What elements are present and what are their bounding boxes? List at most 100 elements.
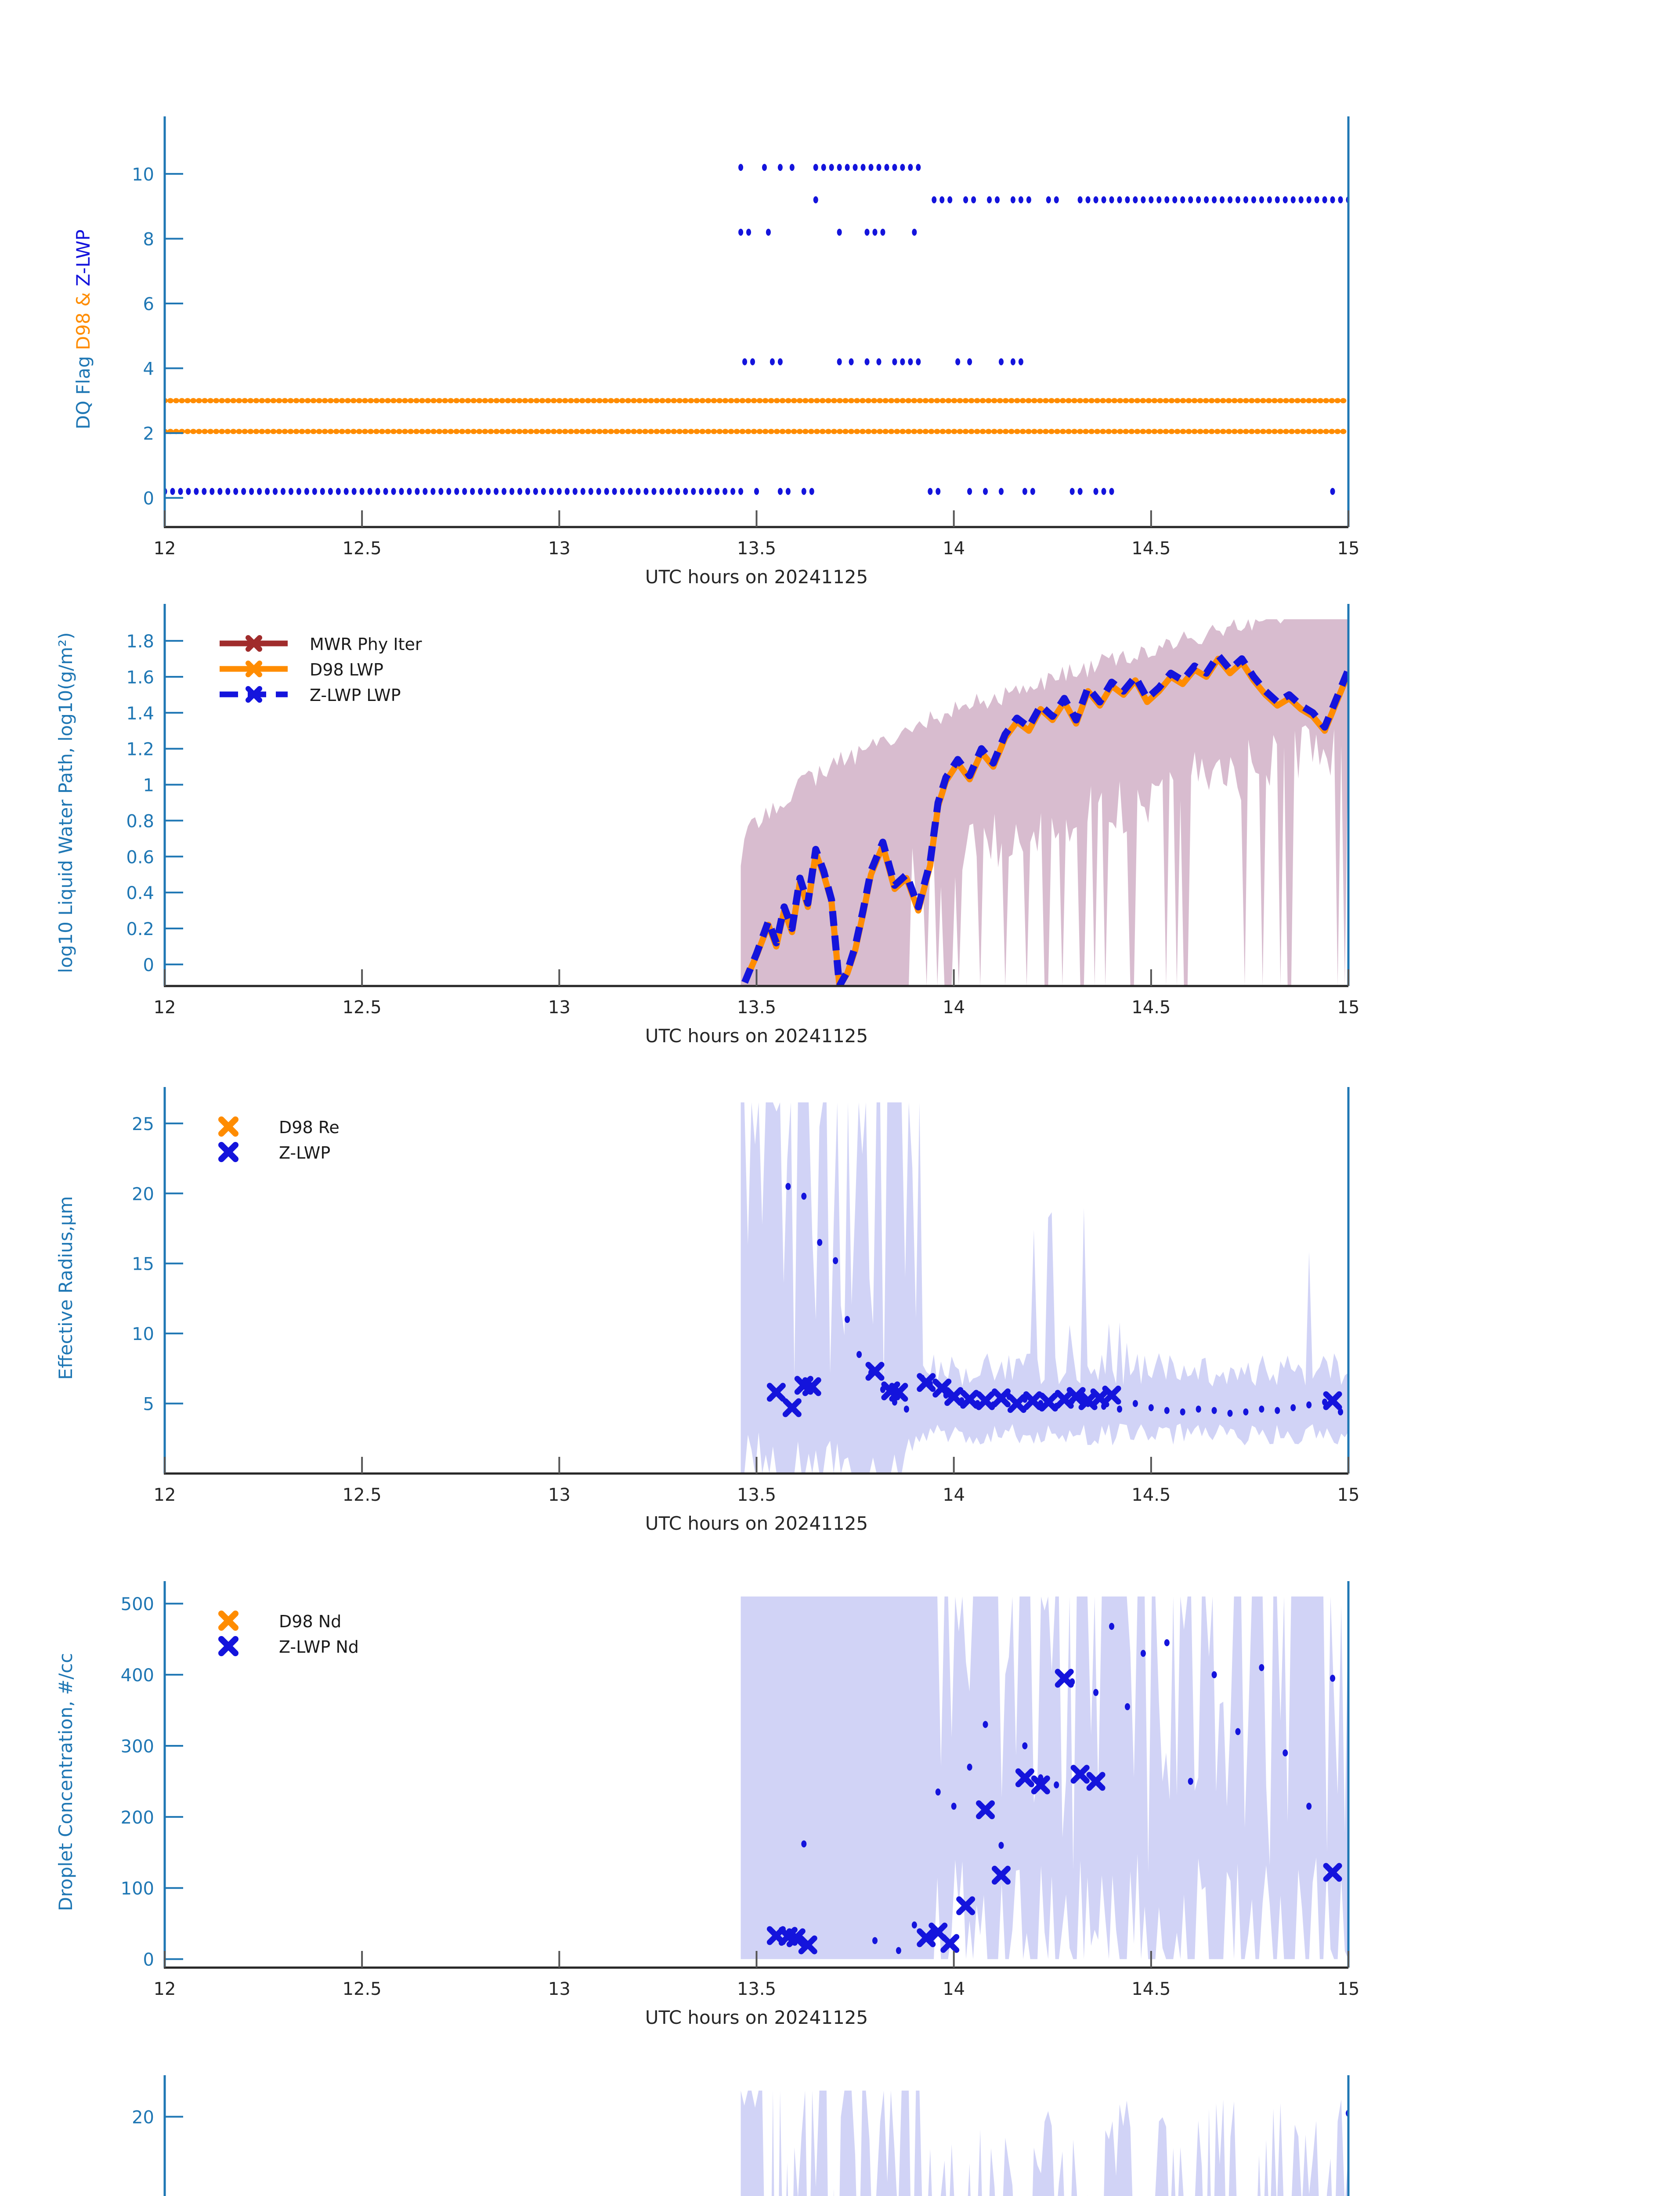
- panel-droplet-concentration-ytick-label: 500: [121, 1594, 154, 1614]
- legend-label-2: Z-LWP LWP: [310, 686, 401, 705]
- panel-effective-radius-ytick-label: 5: [143, 1394, 154, 1415]
- panel-lwp-xtick-label: 14: [943, 997, 965, 1018]
- legend-label-1: Z-LWP: [279, 1143, 330, 1163]
- panel-lwp-ytick-label: 1: [143, 776, 154, 796]
- svg-text:log10 Liquid Water Path, log10: log10 Liquid Water Path, log10(g/m²): [55, 632, 76, 973]
- panel-droplet-concentration-ytick-label: 400: [121, 1665, 154, 1686]
- panel-droplet-concentration-series-1-xmarks: [766, 1669, 1342, 1954]
- panel-effective-radius-ytick-label: 15: [132, 1254, 154, 1275]
- panel-effective-radius-canvas: 5 10 15 20 25 12 12.5 13 13.5 14 14.5 15 UTC hours o…: [55, 1087, 1360, 1534]
- panel-dq-flag-series-1-dotted: [165, 429, 1347, 434]
- panel-lwp-ytick-label: 1.8: [126, 632, 154, 652]
- panel-droplet-concentration-xtick-label: 14.5: [1131, 1979, 1171, 1999]
- panel-effective-radius-data-layer: [741, 1102, 1348, 1474]
- panel-lwp-xtick-label: 13: [548, 997, 571, 1018]
- panel-lwp-ytick-label: 0.2: [126, 919, 154, 939]
- legend-label-1: D98 LWP: [310, 660, 383, 679]
- panel-droplet-concentration-ytick-label: 200: [121, 1808, 154, 1828]
- panel-optical-depth-uncertainty-band: [741, 2091, 1348, 2196]
- panel-dq-flag-xtick-label: 15: [1337, 538, 1360, 559]
- panel-dq-flag-canvas: 0 2 4 6 8 10 12 12.5 13 13.5 14 14.5 15 UTC hours on …: [72, 116, 1360, 584]
- panel-optical-depth-data-layer: [741, 2091, 1348, 2196]
- panel-dq-flag-xtick-label: 14: [943, 538, 965, 559]
- panel-dq-flag-series-6-flagdots: [738, 164, 921, 171]
- panel-dq-flag-ytick-label: 8: [143, 229, 154, 249]
- panel-optical-depth-ytick-label: 15: [132, 2195, 154, 2196]
- panel-effective-radius: 5 10 15 20 25 12 12.5 13 13.5 14 14.5 15 UTC hours o…: [0, 1067, 1680, 1561]
- panel-droplet-concentration-xtick-label: 12.5: [343, 1979, 382, 1999]
- panel-droplet-concentration-xtick-label: 15: [1337, 1979, 1360, 1999]
- panel-lwp: 0 0.2 0.4 0.6 0.8 1 1.2 1.4 1.6 1.8 12 12.5 13 13.5 14…: [0, 584, 1680, 1067]
- panel-dq-flag-xtick-label: 13.5: [737, 538, 776, 559]
- panel-droplet-concentration-xtick-label: 12: [154, 1979, 176, 1999]
- panel-effective-radius-uncertainty-band: [741, 1102, 1348, 1474]
- panel-effective-radius-series-1-xmarks: [766, 1362, 1342, 1417]
- panel-optical-depth-ytick-label: 20: [132, 2107, 154, 2127]
- panel-lwp-ytick-label: 0.4: [126, 883, 154, 903]
- panel-lwp-xaxis-label: UTC hours on 20241125: [645, 1025, 868, 1047]
- panel-lwp-ytick-label: 1.6: [126, 668, 154, 688]
- panel-dq-flag-xtick-label: 12: [154, 538, 176, 559]
- panel-dq-flag-ytick-label: 2: [143, 424, 154, 444]
- panel-effective-radius-xtick-label: 12.5: [343, 1485, 382, 1505]
- panel-droplet-concentration-data-layer: [741, 1596, 1348, 1959]
- svg-text:Droplet Concentration, #/cc: Droplet Concentration, #/cc: [55, 1653, 76, 1911]
- panel-dq-flag-ytick-label: 10: [132, 165, 154, 185]
- panel-dq-flag-data-layer: [165, 164, 1348, 495]
- panel-droplet-concentration-ytick-label: 300: [121, 1737, 154, 1757]
- panel-effective-radius-xtick-label: 15: [1337, 1485, 1360, 1505]
- panel-dq-flag-series-4-flagdots: [738, 228, 917, 236]
- panel-dq-flag-xtick-label: 13: [548, 538, 571, 559]
- panel-effective-radius-xtick-label: 13.5: [737, 1485, 776, 1505]
- legend-label-0: D98 Nd: [279, 1612, 341, 1631]
- panel-effective-radius-ytick-label: 10: [132, 1324, 154, 1344]
- panel-droplet-concentration-xtick-label: 13: [548, 1979, 571, 1999]
- panel-effective-radius-legend: D98 Re Z-LWP: [218, 1116, 340, 1163]
- legend-swatch-1: [218, 1142, 238, 1162]
- panel-lwp-xtick-label: 15: [1337, 997, 1360, 1018]
- panel-droplet-concentration-xtick-label: 14: [943, 1979, 965, 1999]
- panel-lwp-xtick-label: 12.5: [343, 997, 382, 1018]
- panel-dq-flag-ytick-label: 0: [143, 489, 154, 509]
- panel-droplet-concentration-canvas: 0 100 200 300 400 500 12 12.5 13 13.5 14 14.5 15 UTC …: [55, 1581, 1360, 2028]
- panel-effective-radius-yaxis-label: Effective Radius,μm: [55, 1196, 76, 1380]
- legend-swatch-0: [218, 1611, 238, 1631]
- panel-lwp-yaxis-label: log10 Liquid Water Path, log10(g/m²): [55, 632, 76, 973]
- panel-effective-radius-ytick-label: 25: [132, 1114, 154, 1134]
- panel-dq-flag-series-2-flagdots: [165, 488, 1335, 495]
- panel-lwp-xtick-label: 12: [154, 997, 176, 1018]
- svg-text:Effective Radius,μm: Effective Radius,μm: [55, 1196, 76, 1380]
- panel-droplet-concentration-ytick-label: 0: [143, 1950, 154, 1970]
- panel-dq-flag-series-5-flagdots: [813, 196, 1348, 203]
- legend-swatch-0: [218, 1116, 238, 1137]
- panel-effective-radius-xaxis-label: UTC hours on 20241125: [645, 1513, 868, 1534]
- panel-dq-flag-series-3-flagdots: [742, 358, 1023, 365]
- panel-dq-flag-xaxis-label: UTC hours on 20241125: [645, 566, 868, 584]
- panel-lwp-ytick-label: 0.8: [126, 811, 154, 831]
- panel-lwp-series-1-line: [741, 651, 1348, 986]
- panel-lwp-xtick-label: 13.5: [737, 997, 776, 1018]
- panel-dq-flag-yaxis-label: DQ Flag D98 & Z-LWP: [72, 229, 94, 429]
- panel-droplet-concentration-yaxis-label: Droplet Concentration, #/cc: [55, 1653, 76, 1911]
- panel-lwp-data-layer: [741, 619, 1348, 986]
- panel-lwp-ytick-label: 0: [143, 955, 154, 975]
- panel-dq-flag-ytick-label: 6: [143, 294, 154, 314]
- panel-lwp-canvas: 0 0.2 0.4 0.6 0.8 1 1.2 1.4 1.6 1.8 12 12.5 13 13.5 14…: [55, 604, 1360, 1047]
- panel-droplet-concentration-legend: D98 Nd Z-LWP Nd: [218, 1611, 359, 1657]
- panel-droplet-concentration-ytick-label: 100: [121, 1879, 154, 1899]
- panel-dq-flag-ytick-label: 4: [143, 359, 154, 379]
- panel-dq-flag-series-0-dotted: [165, 398, 1347, 404]
- panel-droplet-concentration-xtick-label: 13.5: [737, 1979, 776, 1999]
- panel-effective-radius-xtick-label: 12: [154, 1485, 176, 1505]
- panel-droplet-concentration-series-0-dots: [801, 1622, 1336, 1954]
- panel-droplet-concentration: 0 100 200 300 400 500 12 12.5 13 13.5 14 14.5 15 UTC …: [0, 1561, 1680, 2055]
- panel-effective-radius-xtick-label: 14.5: [1131, 1485, 1171, 1505]
- legend-label-0: MWR Phy Iter: [310, 635, 422, 654]
- panel-effective-radius-xtick-label: 14: [943, 1485, 965, 1505]
- panel-dq-flag-xtick-label: 14.5: [1131, 538, 1171, 559]
- svg-text:DQ Flag D98 & Z-LWP: DQ Flag D98 & Z-LWP: [72, 229, 94, 429]
- panel-droplet-concentration-xaxis-label: UTC hours on 20241125: [645, 2007, 868, 2028]
- panel-lwp-legend: MWR Phy Iter D98 LWP Z-LWP LWP: [220, 635, 422, 705]
